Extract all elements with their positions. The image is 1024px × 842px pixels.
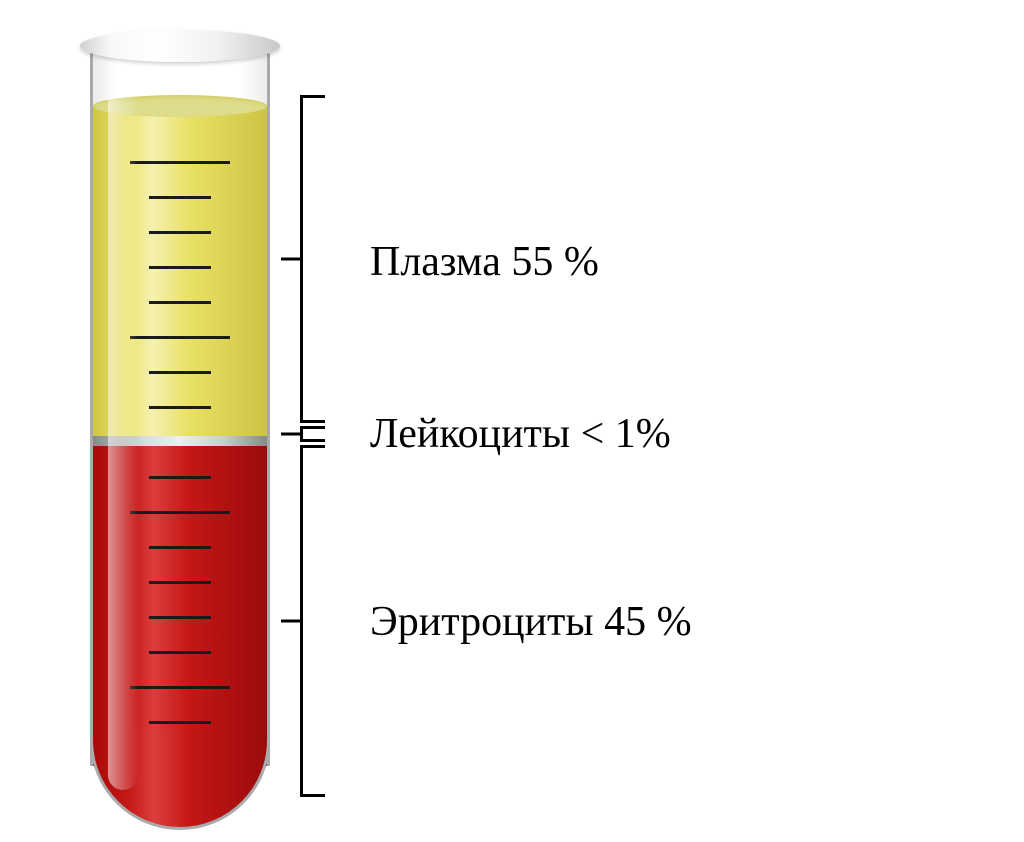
gradation-tick — [149, 266, 211, 269]
label-plasma: Плазма 55 % — [370, 238, 599, 286]
bracket-tick — [281, 258, 303, 261]
bracket-rbc — [300, 445, 303, 797]
gradation-tick — [149, 476, 211, 479]
bracket-tick — [281, 433, 303, 436]
label-buffy: Лейкоциты < 1% — [370, 410, 671, 458]
gradation-tick — [130, 686, 230, 689]
plasma-meniscus — [93, 95, 267, 117]
gradation-tick — [149, 231, 211, 234]
tube-rim — [80, 30, 280, 62]
gradation-tick — [149, 196, 211, 199]
gradation-tick — [149, 406, 211, 409]
erythrocyte-layer — [93, 446, 267, 766]
gradation-tick — [149, 371, 211, 374]
gradation-tick — [149, 301, 211, 304]
gradation-tick — [149, 721, 211, 724]
gradation-tick — [149, 616, 211, 619]
gradation-tick — [149, 581, 211, 584]
tube-body — [90, 46, 270, 766]
gradation-tick — [130, 511, 230, 514]
gradation-tick — [130, 161, 230, 164]
blood-composition-diagram: Плазма 55 % Лейкоциты < 1% Эритроциты 45… — [0, 0, 1024, 842]
buffy-coat-layer — [93, 436, 267, 446]
label-rbc: Эритроциты 45 % — [370, 598, 692, 646]
bracket-tick — [281, 620, 303, 623]
plasma-layer — [93, 106, 267, 436]
test-tube — [90, 30, 270, 810]
bracket-buffy — [300, 426, 303, 442]
bracket-plasma — [300, 95, 303, 423]
gradation-tick — [149, 546, 211, 549]
tube-bottom — [90, 730, 270, 830]
gradation-tick — [149, 651, 211, 654]
gradation-tick — [130, 336, 230, 339]
